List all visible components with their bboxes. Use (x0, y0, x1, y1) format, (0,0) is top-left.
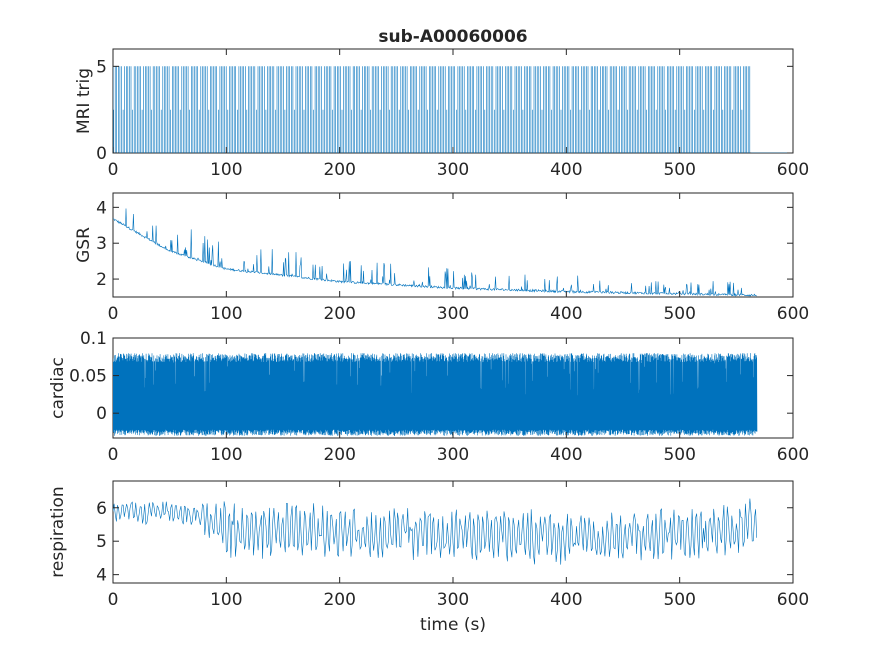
y-axis-label: respiration (48, 486, 68, 577)
y-axis-label: GSR (74, 227, 94, 263)
y-axis-label: cardiac (48, 357, 68, 419)
x-tick-label: 500 (663, 304, 695, 324)
series-line (113, 66, 793, 153)
x-tick-label: 200 (323, 445, 355, 465)
x-tick-label: 200 (323, 590, 355, 610)
x-tick-label: 100 (210, 590, 242, 610)
x-tick-label: 600 (777, 160, 809, 180)
y-tick-label: 4 (96, 566, 107, 586)
x-tick-label: 300 (437, 590, 469, 610)
x-axis-label: time (s) (420, 615, 486, 635)
panel-3: 0 100 200 300 400 500 600 0 0.05 0.1 cardiac (48, 329, 809, 465)
x-tick-label: 300 (437, 160, 469, 180)
x-tick-label: 500 (663, 590, 695, 610)
panel-4: 0 100 200 300 400 500 600 4 5 6 respiration (48, 480, 809, 610)
x-tick-label: 0 (108, 445, 119, 465)
series-line (113, 208, 757, 297)
series-line (113, 352, 758, 436)
x-tick-label: 300 (437, 445, 469, 465)
x-tick-label: 600 (777, 445, 809, 465)
x-tick-label: 400 (550, 445, 582, 465)
y-tick-label: 5 (96, 57, 107, 77)
y-tick-label: 4 (96, 198, 107, 218)
x-tick-label: 600 (777, 304, 809, 324)
x-tick-label: 0 (108, 590, 119, 610)
x-tick-label: 100 (210, 304, 242, 324)
y-tick-label: 0 (96, 404, 107, 424)
y-tick-label: 0 (96, 144, 107, 164)
series-line (113, 498, 757, 565)
x-tick-label: 0 (108, 160, 119, 180)
x-tick-label: 600 (777, 590, 809, 610)
x-tick-label: 200 (323, 160, 355, 180)
y-tick-label: 0.1 (80, 329, 107, 349)
y-tick-label: 5 (96, 532, 107, 552)
y-axis-label: MRI trig (74, 68, 94, 134)
x-tick-label: 100 (210, 445, 242, 465)
y-tick-label: 3 (96, 234, 107, 254)
x-tick-label: 100 (210, 160, 242, 180)
x-tick-label: 500 (663, 160, 695, 180)
x-tick-label: 400 (550, 160, 582, 180)
y-tick-label: 6 (96, 499, 107, 519)
x-tick-label: 400 (550, 590, 582, 610)
chart-title: sub-A00060006 (378, 27, 527, 47)
x-tick-label: 400 (550, 304, 582, 324)
x-tick-label: 0 (108, 304, 119, 324)
x-tick-label: 300 (437, 304, 469, 324)
x-tick-label: 200 (323, 304, 355, 324)
axes-frame (112, 480, 794, 584)
y-tick-label: 2 (96, 270, 107, 290)
x-tick-label: 500 (663, 445, 695, 465)
y-tick-label: 0.05 (69, 367, 107, 387)
